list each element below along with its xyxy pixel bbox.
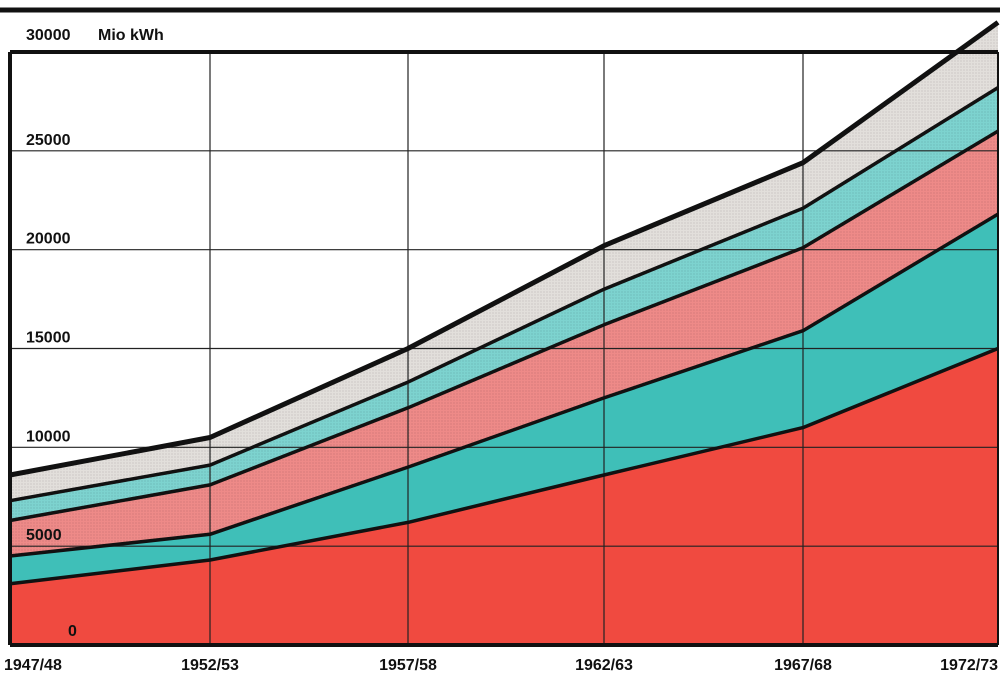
x-tick-label: 1957/58: [379, 657, 437, 674]
series-boundary-line: [9, 346, 999, 586]
y-tick-label: 5000: [26, 527, 62, 544]
plot-frame: [0, 7, 1000, 647]
x-tick-label: 1967/68: [774, 657, 832, 674]
series-area-1: [10, 348, 998, 645]
x-tick-label: 1962/63: [575, 657, 633, 674]
x-tick-label: 1952/53: [181, 657, 239, 674]
y-tick-label: 25000: [26, 132, 71, 149]
x-tick-label: 1947/48: [4, 657, 62, 674]
series-boundary-line: [9, 86, 999, 503]
y-tick-label: 10000: [26, 428, 71, 445]
grid: [10, 52, 998, 645]
series-boundary-line: [9, 20, 1000, 478]
y-tick-labels: 0 5000 10000 15000 20000 25000 30000: [26, 27, 77, 640]
y-axis-title: Mio kWh: [98, 27, 164, 44]
y-tick-label: 20000: [26, 231, 71, 248]
x-tick-label: 1972/73: [940, 657, 998, 674]
series-boundary-line: [9, 129, 999, 523]
series-boundary-line: [9, 212, 999, 558]
area-layer: [0, 7, 1000, 647]
y-tick-label: 0: [68, 623, 77, 640]
y-tick-label: 15000: [26, 330, 71, 347]
series-texture-3: [10, 131, 998, 556]
y-tick-label: 30000: [26, 27, 71, 44]
